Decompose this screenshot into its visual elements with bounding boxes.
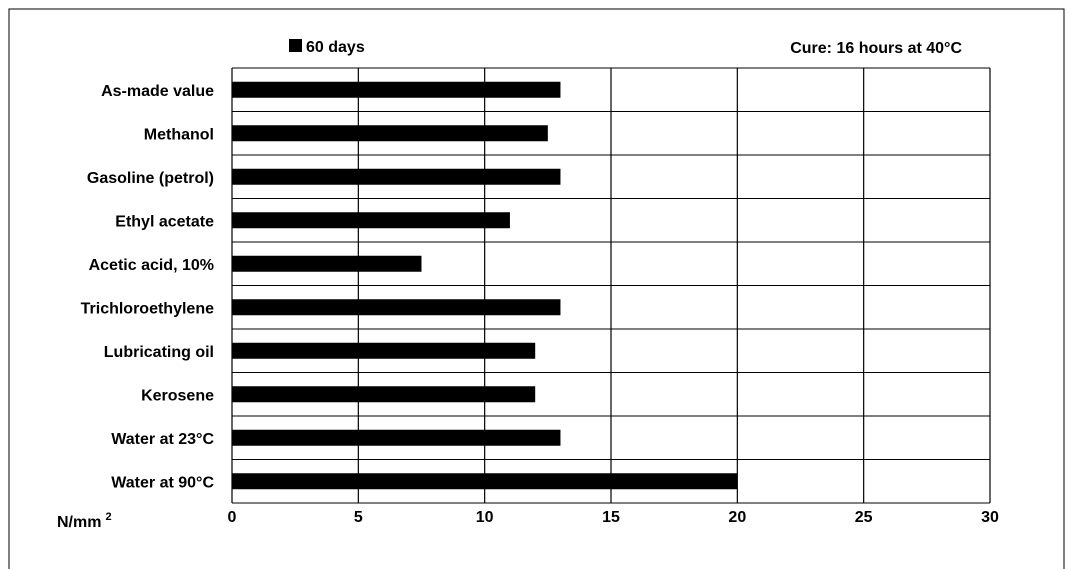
bars <box>232 81 738 490</box>
chart-border <box>8 8 1065 569</box>
category-label: Ethyl acetate <box>115 213 214 230</box>
cure-annotation: Cure: 16 hours at 40°C <box>790 40 962 57</box>
category-label: Trichloroethylene <box>81 300 214 317</box>
x-tick-label: 0 <box>228 509 237 526</box>
bar-6 <box>232 342 536 359</box>
bar-1 <box>232 125 548 142</box>
bar-4 <box>232 255 422 272</box>
legend-swatch <box>289 39 302 52</box>
category-label: Water at 90°C <box>111 474 214 491</box>
legend: 60 days <box>289 39 365 56</box>
bar-5 <box>232 299 561 316</box>
category-label: Gasoline (petrol) <box>87 170 214 187</box>
legend-label: 60 days <box>306 39 365 56</box>
category-label: Lubricating oil <box>104 344 214 361</box>
category-label: As-made value <box>101 83 214 100</box>
x-tick-label: 5 <box>354 509 363 526</box>
category-label: Methanol <box>144 126 214 143</box>
x-tick-label: 10 <box>476 509 494 526</box>
bar-3 <box>232 212 510 229</box>
x-tick-label: 30 <box>981 509 999 526</box>
category-label: Water at 23°C <box>111 431 214 448</box>
unit-label-superscript: 2 <box>105 511 111 523</box>
unit-label: N/mm 2 <box>57 511 112 531</box>
row-separators <box>232 67 990 504</box>
x-tick-labels: 0 5 10 15 20 25 30 <box>228 509 999 526</box>
category-label: Kerosene <box>141 387 214 404</box>
bar-8 <box>232 429 561 446</box>
x-tick-label: 15 <box>602 509 620 526</box>
bar-9 <box>232 473 738 490</box>
bar-2 <box>232 168 561 185</box>
unit-label-base: N/mm <box>57 514 101 531</box>
x-tick-label: 20 <box>728 509 746 526</box>
bar-7 <box>232 386 536 403</box>
category-labels: As-made value Methanol Gasoline (petrol) Et… <box>81 83 215 492</box>
category-label: Acetic acid, 10% <box>89 257 214 274</box>
bar-0 <box>232 81 561 98</box>
x-tick-label: 25 <box>855 509 873 526</box>
